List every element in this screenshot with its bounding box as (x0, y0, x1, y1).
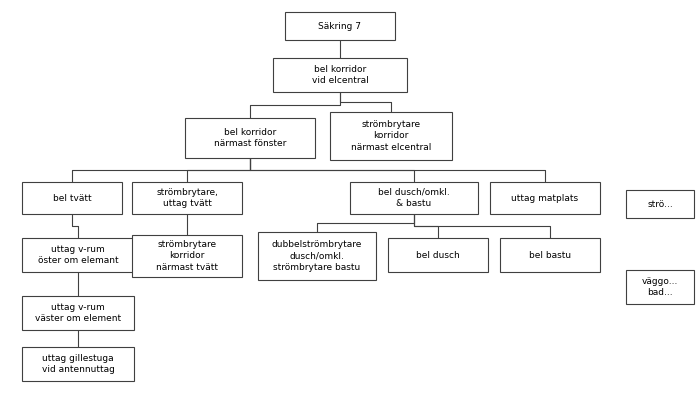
FancyBboxPatch shape (22, 238, 134, 272)
FancyBboxPatch shape (22, 182, 122, 214)
Text: väggo...
bad...: väggo... bad... (642, 277, 678, 297)
FancyBboxPatch shape (626, 270, 694, 304)
FancyBboxPatch shape (185, 118, 315, 158)
Text: uttag matplats: uttag matplats (512, 193, 579, 203)
Text: bel bastu: bel bastu (529, 251, 571, 260)
Text: bel korridor
närmast fönster: bel korridor närmast fönster (214, 128, 286, 148)
FancyBboxPatch shape (626, 190, 694, 218)
Text: bel tvätt: bel tvätt (52, 193, 91, 203)
Text: bel korridor
vid elcentral: bel korridor vid elcentral (312, 65, 368, 85)
FancyBboxPatch shape (285, 12, 395, 40)
Text: strömbrytare
korridor
närmast elcentral: strömbrytare korridor närmast elcentral (351, 121, 431, 152)
FancyBboxPatch shape (132, 235, 242, 277)
Text: dubbelströmbrytare
dusch/omkl.
strömbrytare bastu: dubbelströmbrytare dusch/omkl. strömbryt… (272, 240, 362, 271)
Text: uttag v-rum
öster om elemant: uttag v-rum öster om elemant (38, 245, 118, 265)
Text: bel dusch: bel dusch (416, 251, 460, 260)
Text: uttag gillestuga
vid antennuttag: uttag gillestuga vid antennuttag (41, 354, 114, 374)
FancyBboxPatch shape (132, 182, 242, 214)
FancyBboxPatch shape (350, 182, 478, 214)
Text: uttag v-rum
väster om element: uttag v-rum väster om element (35, 303, 121, 323)
FancyBboxPatch shape (388, 238, 488, 272)
Text: bel dusch/omkl.
& bastu: bel dusch/omkl. & bastu (378, 188, 450, 208)
Text: strö...: strö... (647, 199, 673, 208)
FancyBboxPatch shape (22, 296, 134, 330)
FancyBboxPatch shape (330, 112, 452, 160)
Text: strömbrytare,
uttag tvätt: strömbrytare, uttag tvätt (156, 188, 218, 208)
Text: Säkring 7: Säkring 7 (318, 22, 361, 30)
FancyBboxPatch shape (273, 58, 407, 92)
Text: strömbrytare
korridor
närmast tvätt: strömbrytare korridor närmast tvätt (156, 240, 218, 271)
FancyBboxPatch shape (500, 238, 600, 272)
FancyBboxPatch shape (258, 232, 376, 280)
FancyBboxPatch shape (22, 347, 134, 381)
FancyBboxPatch shape (490, 182, 600, 214)
